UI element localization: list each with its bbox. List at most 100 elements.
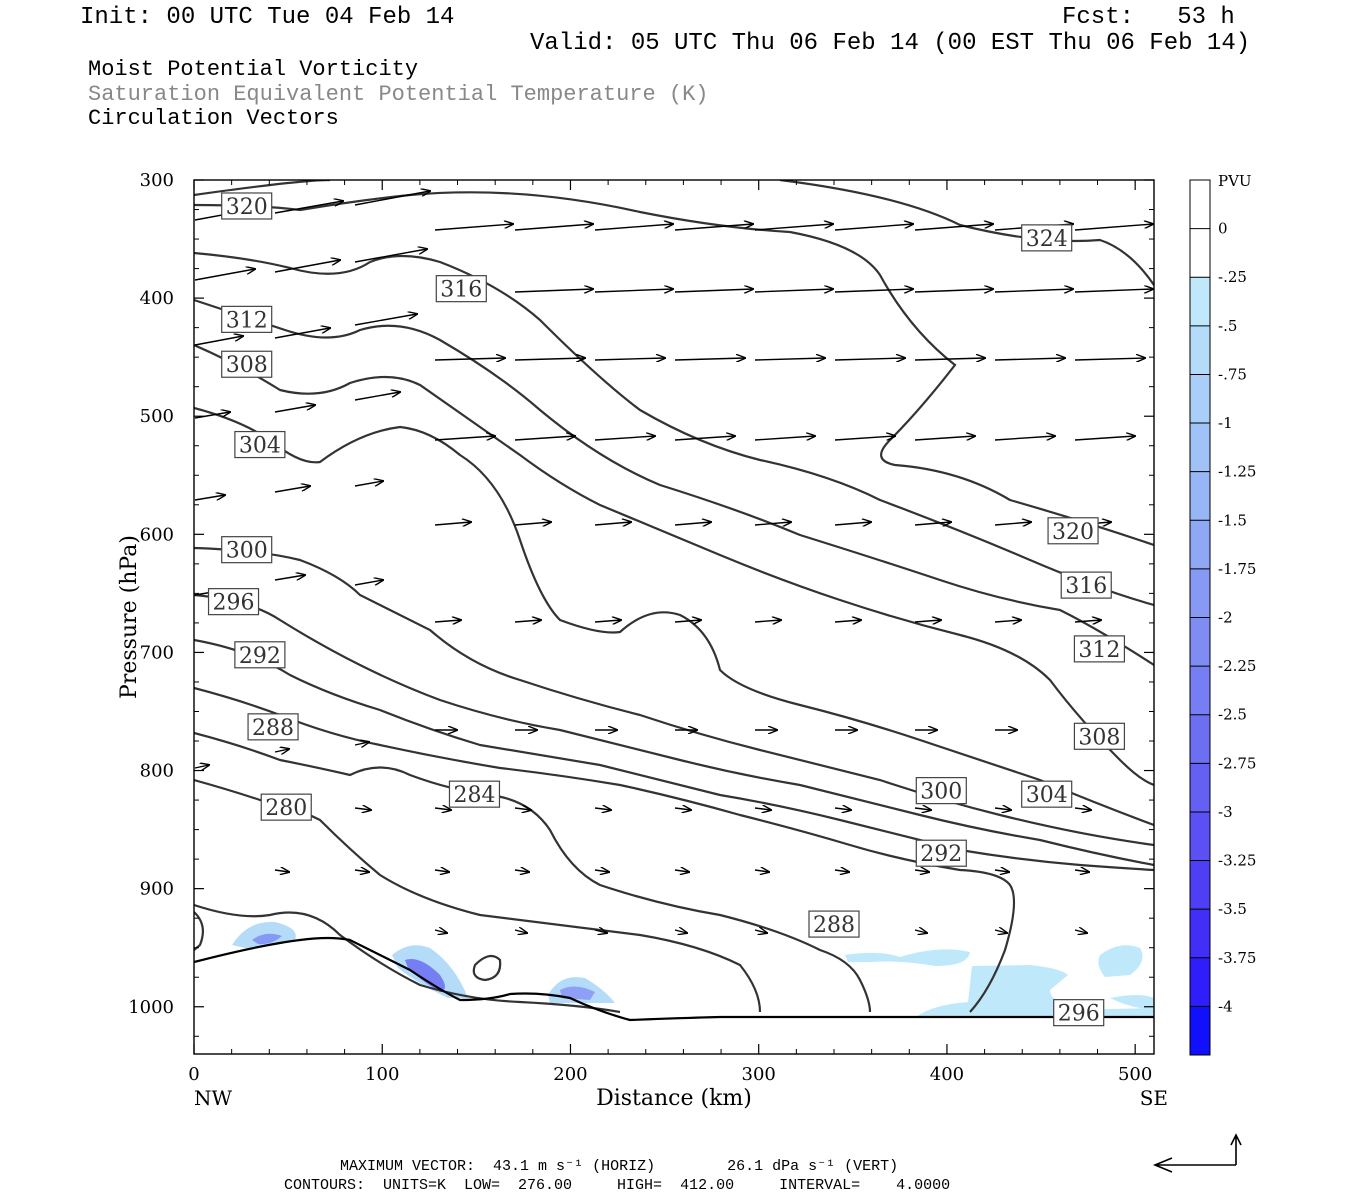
contour-label: 320 [1047,517,1099,545]
wind-vector [674,522,711,525]
wind-vector [994,522,1031,525]
svg-text:280: 280 [265,796,307,821]
wind-vector [1074,224,1153,231]
wind-vector [434,522,471,525]
y-tick-label: 700 [140,642,174,663]
wind-vector [1074,808,1091,810]
wind-vector [354,580,383,586]
contour-label: 304 [1021,780,1073,808]
colorbar-label: -3 [1218,803,1233,821]
contour-label: 288 [247,713,299,741]
contour-label: 308 [221,350,273,378]
wind-vector [194,269,255,281]
wind-vector [594,808,611,810]
wind-vector [354,481,383,487]
svg-text:284: 284 [453,783,495,808]
colorbar-label: -.25 [1218,268,1247,286]
colorbar-swatch [1190,666,1210,716]
wind-vector [674,436,735,441]
wind-vector [914,522,951,525]
forecast-hour: Fcst: 53 h [1062,4,1235,31]
pv-patch-2-core [405,959,445,992]
terrain-line [194,936,1154,1022]
contour-label: 280 [260,793,312,821]
wind-vector [514,930,527,933]
wind-vector [994,358,1065,360]
reference-vector-vertical [1230,1133,1242,1165]
wind-vector [754,358,825,360]
max-vector-text: MAXIMUM VECTOR: 43.1 m s⁻¹ (HORIZ) 26.1 … [340,1158,899,1175]
wind-vector [354,808,371,810]
contour-label: 296 [207,588,260,616]
wind-vector [514,436,575,441]
wind-vector [434,930,447,933]
contour-label: 312 [1073,635,1126,663]
contour-label: 320 [221,192,273,220]
colorbar-label: -.5 [1218,317,1237,335]
axes: 0 100 200 300 400 500 300 400 500 600 700 800 900 100… [128,170,1154,1085]
wind-vector [354,742,369,745]
wind-vector [914,808,931,810]
colorbar-label: -3.25 [1218,852,1256,870]
colorbar-label: -2 [1218,609,1233,627]
contour-label: 296 [1053,999,1105,1027]
wind-vector [354,870,369,872]
svg-text:304: 304 [239,434,281,459]
colorbar-label: -3.75 [1218,949,1256,967]
colorbar-swatch [1190,957,1210,1007]
contour-label: 316 [1060,571,1112,599]
wind-vector [354,249,427,263]
colorbar-swatch [1190,180,1210,230]
wind-vector [994,436,1055,441]
wind-vector [754,870,769,872]
wind-vector [594,436,655,441]
plot-frame [193,179,1155,1055]
y-tick-label: 600 [140,524,174,545]
contour-label: 308 [1073,722,1126,750]
wind-vector [754,224,833,231]
colorbar-label: -1.5 [1218,511,1247,529]
wind-vector [354,392,400,401]
colorbar-swatch [1190,811,1210,862]
svg-text:308: 308 [1078,725,1120,750]
wind-vector [1074,436,1135,441]
wind-vector [754,808,771,810]
wind-vector [994,870,1009,872]
pv-patch-1-core [252,933,282,945]
wind-vector [514,620,541,622]
colorbar-label: -.75 [1218,365,1247,383]
wind-vector [674,224,753,231]
wind-vector [434,436,495,441]
wind-vector [674,620,701,622]
svg-text:316: 316 [1065,574,1107,599]
pv-patch-4 [845,949,970,966]
colorbar-swatch [1190,763,1210,813]
wind-vector [754,522,791,525]
y-tick-label: 400 [140,288,174,309]
colorbar-label: -2.25 [1218,657,1256,675]
wind-vector [354,314,417,326]
theta-es-contours [194,180,1154,1014]
contour-blob [194,911,205,951]
wind-vector [274,328,330,339]
colorbar-label: -2.5 [1218,706,1247,724]
wind-vector [514,358,585,360]
contour-316 [194,251,1154,607]
wind-vector [194,495,225,501]
field-title-theta-es: Saturation Equivalent Potential Temperat… [88,82,709,107]
colorbar-swatch [1190,471,1210,521]
colorbar-swatch [1190,520,1210,570]
y-tick-label: 300 [140,170,174,191]
wind-vector [194,765,209,768]
colorbar-swatch [1190,374,1210,424]
wind-vector [594,930,607,933]
svg-text:300: 300 [920,780,962,805]
pv-colorbar: PVU 0 -.25 -.5 -.75 -1 -1.25 -1.5 -1.75 -2 -2.25 -2… [1189,172,1256,1056]
contour-312 [194,298,1154,666]
contour-label: 316 [435,275,487,303]
svg-text:316: 316 [440,278,482,303]
colorbar-label: -1.25 [1218,463,1256,481]
wind-vector [914,870,929,872]
colorbar-swatch [1190,909,1210,959]
colorbar-swatch [1190,325,1210,375]
